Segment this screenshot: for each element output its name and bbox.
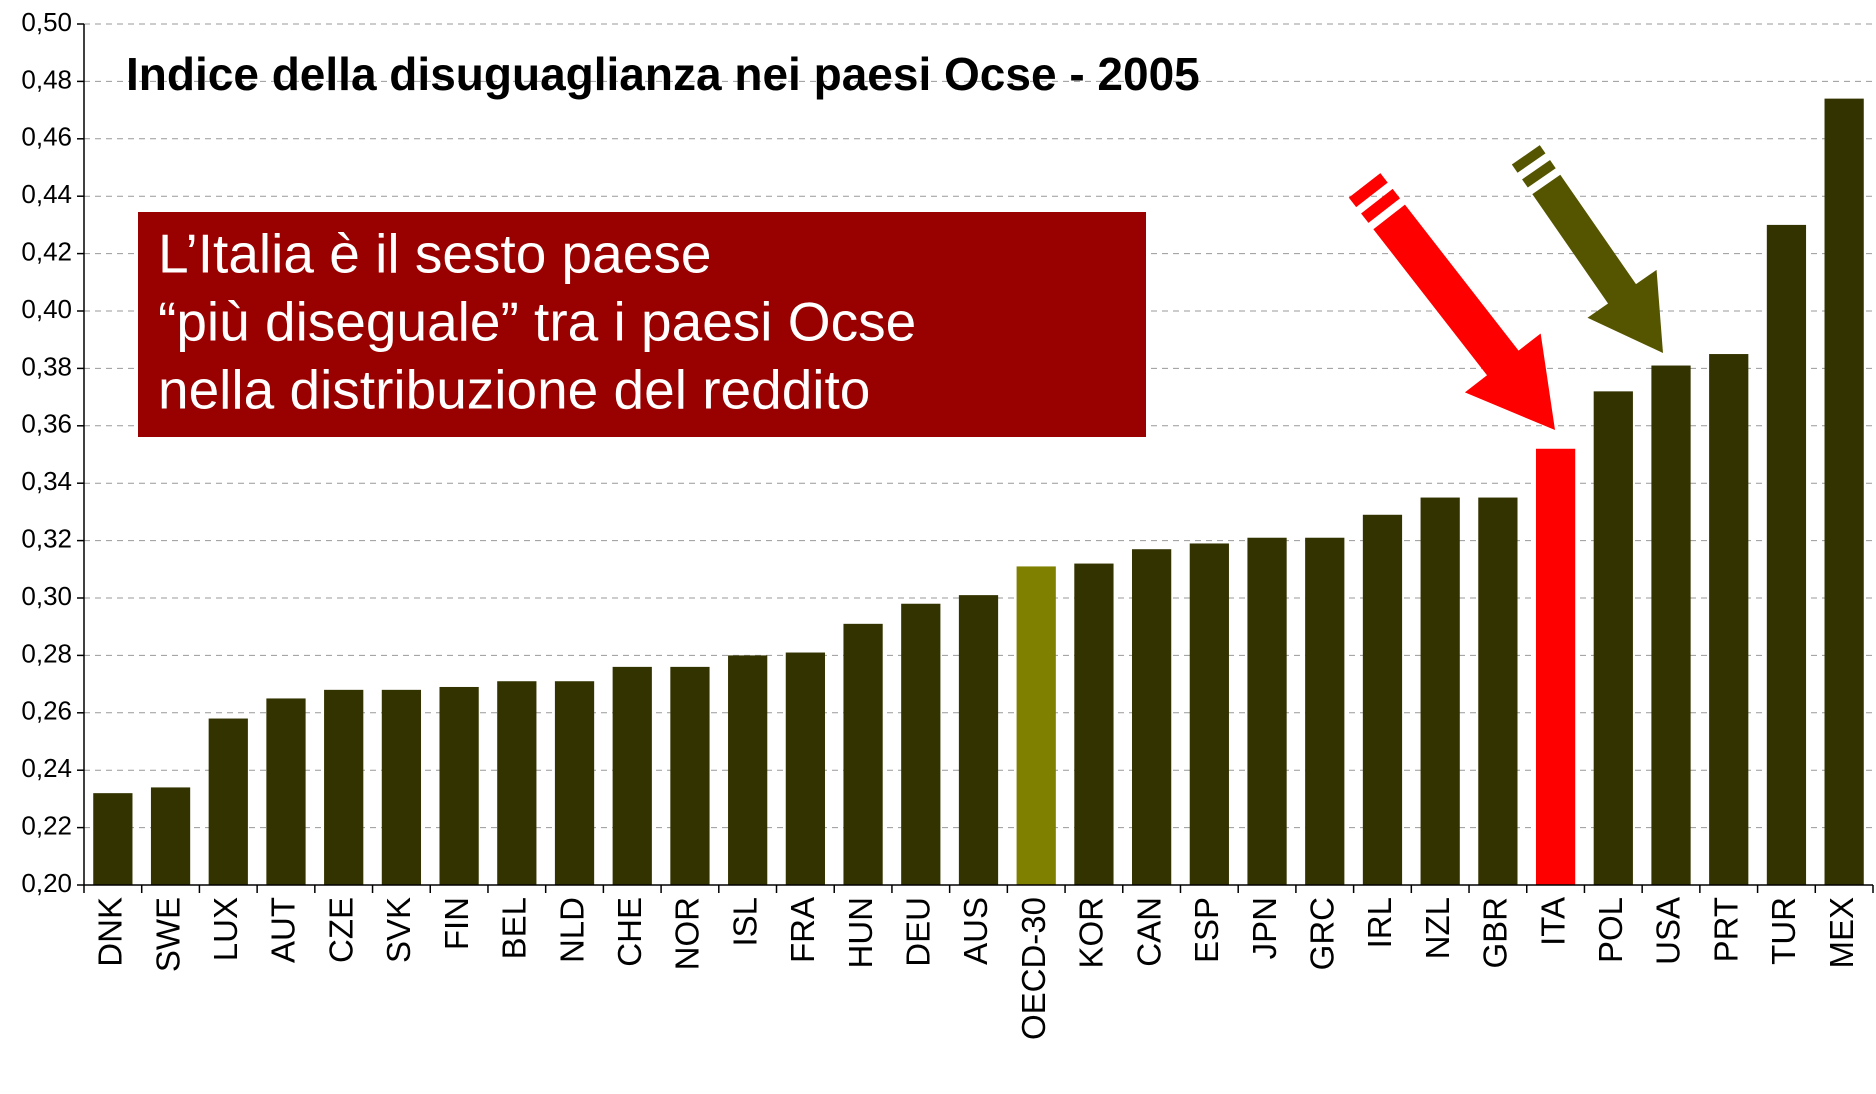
- y-tick-label: 0,32: [21, 523, 72, 553]
- x-tick-label: GBR: [1477, 897, 1514, 969]
- x-tick-label: HUN: [842, 897, 879, 969]
- bar: [1766, 224, 1807, 885]
- bar: [1132, 549, 1172, 885]
- y-tick-label: 0,24: [21, 753, 72, 783]
- bar: [1535, 448, 1576, 885]
- annotation-line: L’Italia è il sesto paese: [158, 223, 711, 285]
- x-tick-label: MEX: [1823, 897, 1860, 969]
- y-tick-label: 0,30: [21, 581, 72, 611]
- x-tick-label: AUT: [265, 897, 302, 963]
- y-tick-label: 0,36: [21, 409, 72, 439]
- bar: [1305, 537, 1345, 885]
- x-tick-label: USA: [1650, 897, 1687, 965]
- x-tick-label: DNK: [92, 897, 129, 967]
- y-tick-label: 0,42: [21, 236, 72, 266]
- y-tick-label: 0,50: [21, 7, 72, 37]
- y-tick-label: 0,34: [21, 466, 72, 496]
- chart-title: Indice della disuguaglianza nei paesi Oc…: [126, 48, 1200, 100]
- x-tick-label: LUX: [207, 897, 244, 961]
- x-tick-label: CAN: [1130, 897, 1167, 967]
- y-tick-label: 0,48: [21, 64, 72, 94]
- y-tick-label: 0,22: [21, 810, 72, 840]
- y-tick-label: 0,44: [21, 179, 72, 209]
- x-tick-label: SWE: [149, 897, 186, 972]
- bar: [1593, 391, 1633, 885]
- x-tick-label: NLD: [553, 897, 590, 963]
- bar: [1709, 354, 1749, 885]
- bar: [1478, 497, 1518, 885]
- bar: [150, 787, 191, 885]
- bar: [1247, 537, 1287, 885]
- x-tick-label: OECD-30: [1015, 897, 1052, 1040]
- x-tick-label: CHE: [611, 897, 648, 967]
- bar: [843, 623, 883, 885]
- bar: [1362, 514, 1403, 885]
- y-tick-label: 0,20: [21, 868, 72, 898]
- annotation-line: nella distribuzione del reddito: [158, 359, 870, 421]
- x-tick-label: KOR: [1073, 897, 1110, 969]
- axis: 0,20 0,22 0,24 0,26 0,28 0,30 0,32 0,34 0,36 0,38…: [21, 7, 1874, 1040]
- bar: [439, 686, 479, 885]
- bar: [381, 689, 422, 885]
- x-tick-label: FIN: [438, 897, 475, 950]
- bar: [1420, 497, 1460, 885]
- x-tick-label: FRA: [784, 897, 821, 963]
- x-tick-label: BEL: [496, 897, 533, 959]
- x-tick-label: AUS: [957, 897, 994, 965]
- x-tick-label: POL: [1592, 897, 1629, 963]
- bar: [1651, 365, 1691, 885]
- y-tick-label: 0,40: [21, 294, 72, 324]
- bar: [901, 603, 941, 885]
- x-tick-label: ESP: [1188, 897, 1225, 963]
- y-tick-label: 0,28: [21, 638, 72, 668]
- x-tick-label: CZE: [322, 897, 359, 963]
- bar: [1074, 563, 1114, 885]
- bar: [958, 595, 999, 885]
- bar: [93, 793, 133, 885]
- y-tick-label: 0,46: [21, 122, 72, 152]
- x-tick-label: ITA: [1534, 897, 1571, 946]
- bar: [208, 718, 248, 885]
- x-tick-label: SVK: [380, 897, 417, 963]
- x-tick-label: DEU: [900, 897, 937, 967]
- bar: [728, 655, 768, 885]
- red-arrow: [1348, 173, 1555, 430]
- x-tick-label: NZL: [1419, 897, 1456, 959]
- bar: [670, 666, 710, 885]
- x-tick-label: IRL: [1361, 897, 1398, 948]
- x-tick-label: JPN: [1246, 897, 1283, 959]
- annotation-line: “più diseguale” tra i paesi Ocse: [158, 291, 916, 353]
- bar: [1016, 566, 1056, 885]
- bar: [324, 689, 364, 885]
- x-tick-label: NOR: [669, 897, 706, 970]
- bar: [785, 652, 825, 885]
- olive-arrow: [1511, 145, 1663, 353]
- bars: [93, 98, 1864, 886]
- bar: [1824, 98, 1864, 886]
- x-tick-label: PRT: [1707, 897, 1744, 962]
- y-tick-label: 0,38: [21, 351, 72, 381]
- bar: [612, 666, 652, 885]
- bar: [497, 681, 537, 885]
- y-tick-label: 0,26: [21, 696, 72, 726]
- bar: [266, 698, 306, 885]
- x-tick-label: ISL: [726, 897, 763, 947]
- bar: [554, 681, 595, 885]
- bar: [1189, 543, 1229, 885]
- annotation-box: [138, 212, 1146, 437]
- x-tick-label: TUR: [1765, 897, 1802, 965]
- x-tick-label: GRC: [1303, 897, 1340, 970]
